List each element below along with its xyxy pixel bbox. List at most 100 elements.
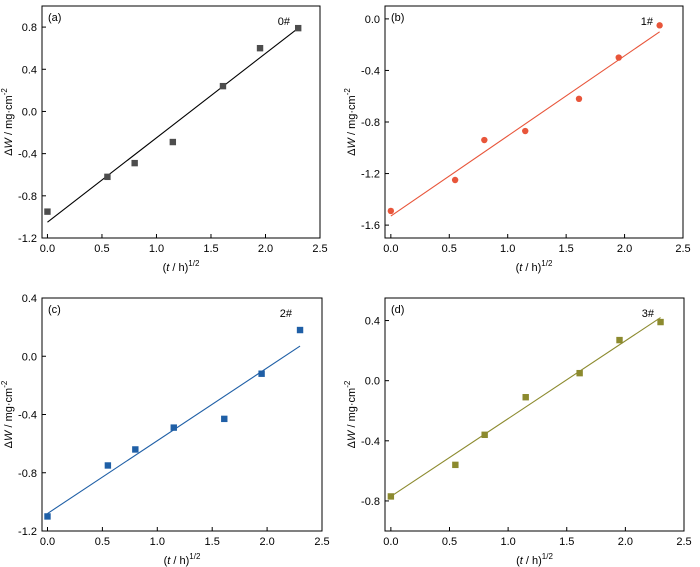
data-point	[452, 461, 459, 469]
fit-line	[390, 317, 661, 497]
x-tick-label: 1.0	[500, 536, 515, 548]
y-tick-label: -0.4	[361, 65, 380, 77]
chart-panel-2: 0.0 0.5 1.0 1.5 2.0 2.5 -1.6 -1.2 -0.8 -0.4 0.0 (t …	[343, 5, 691, 274]
plot-frame	[41, 297, 323, 532]
y-tick-label: -0.4	[18, 410, 37, 422]
data-point	[258, 370, 265, 377]
x-tick-label: 0.0	[383, 536, 398, 548]
x-tick-label: 2.0	[617, 243, 632, 255]
x-axis-label: (t / h)1/2	[164, 552, 201, 567]
x-tick-label: 0.5	[442, 536, 457, 548]
plot-frame	[384, 5, 684, 239]
panel-label: (b)	[391, 12, 404, 24]
x-tick-label: 0.5	[95, 536, 110, 548]
y-tick-label: -0.8	[361, 496, 380, 508]
chart-panel-1: 0.0 0.5 1.0 1.5 2.0 2.5 -1.2 -0.8 -0.4 0.0 0.4 0.8 (…	[0, 5, 328, 274]
y-tick-label: 0.4	[365, 316, 380, 328]
x-axis-label: (t / h)1/2	[163, 259, 200, 274]
x-tick-label: 2.5	[312, 243, 327, 255]
y-tick-label: -0.4	[361, 436, 380, 448]
x-tick-label: 2.5	[676, 536, 691, 548]
x-tick-label: 2.5	[675, 243, 690, 255]
data-point	[169, 138, 177, 146]
x-tick-label: 1.0	[149, 243, 164, 255]
plot-frame	[41, 5, 321, 239]
panel-label: (c)	[48, 304, 61, 316]
x-axis-label: (t / h)1/2	[516, 552, 553, 567]
y-tick-label: 0.0	[365, 376, 380, 388]
data-point	[294, 24, 302, 32]
y-tick-label: -1.6	[361, 220, 380, 232]
data-point	[132, 446, 139, 453]
data-point	[104, 173, 111, 181]
fit-line	[47, 27, 299, 223]
y-tick-label: 0.0	[365, 14, 380, 26]
data-point	[481, 431, 488, 438]
y-tick-label: -1.2	[18, 526, 37, 538]
x-tick-label: 1.0	[500, 243, 515, 255]
x-tick-label: 1.0	[150, 536, 165, 548]
chart-panel-4: 0.0 0.5 1.0 1.5 2.0 2.5 -0.8 -0.4 0.0 0.4 (t / h)1…	[343, 297, 692, 567]
data-point	[656, 22, 663, 29]
panel-label: (d)	[391, 304, 404, 316]
data-point	[387, 207, 395, 215]
data-point	[296, 326, 304, 334]
sample-label: 1#	[641, 16, 654, 28]
x-tick-label: 0.5	[442, 243, 457, 255]
x-tick-label: 2.0	[258, 243, 273, 255]
y-axis-label: ΔW / mg·cm-2	[343, 380, 358, 448]
data-point	[576, 369, 583, 377]
y-tick-label: 0.0	[22, 106, 37, 118]
data-point	[615, 54, 622, 61]
data-point	[575, 95, 583, 103]
sample-label: 0#	[278, 16, 291, 28]
y-tick-label: 0.4	[22, 293, 37, 305]
data-point	[616, 336, 623, 344]
data-point	[44, 208, 51, 215]
data-point	[522, 127, 529, 135]
sample-label: 2#	[280, 308, 293, 320]
x-tick-label: 0.0	[40, 536, 55, 548]
y-tick-label: -0.8	[18, 191, 37, 203]
y-tick-label: -1.2	[18, 233, 37, 245]
x-tick-label: 1.5	[205, 536, 220, 548]
x-tick-label: 2.0	[618, 536, 633, 548]
y-axis-label: ΔW / mg·cm-2	[0, 380, 15, 448]
x-tick-label: 0.5	[94, 243, 109, 255]
x-tick-label: 0.0	[40, 243, 55, 255]
data-point	[44, 513, 51, 520]
x-axis-label: (t / h)1/2	[516, 259, 553, 274]
data-point	[522, 394, 529, 401]
data-point	[387, 493, 395, 500]
x-tick-label: 1.5	[558, 243, 573, 255]
y-tick-label: -0.4	[18, 149, 37, 161]
data-point	[104, 462, 112, 469]
x-tick-label: 1.5	[559, 536, 574, 548]
x-tick-label: 2.5	[314, 536, 329, 548]
sample-label: 3#	[642, 308, 655, 320]
y-tick-label: 0.0	[22, 351, 37, 363]
plot-frame	[384, 297, 685, 532]
y-tick-label: -1.2	[361, 169, 380, 181]
data-point	[481, 136, 488, 144]
x-tick-label: 1.5	[203, 243, 218, 255]
data-point	[256, 44, 264, 52]
y-tick-label: 0.8	[22, 22, 37, 34]
fit-line	[390, 31, 660, 217]
chart-panel-3: 0.0 0.5 1.0 1.5 2.0 2.5 -1.2 -0.8 -0.4 0.0 0.4 (t /…	[0, 293, 330, 567]
y-tick-label: -0.8	[18, 468, 37, 480]
y-axis-label: ΔW / mg·cm-2	[343, 88, 358, 156]
data-point	[221, 415, 228, 423]
panel-label: (a)	[48, 12, 61, 24]
x-tick-label: 2.0	[259, 536, 274, 548]
y-axis-label: ΔW / mg·cm-2	[0, 88, 15, 156]
data-point	[657, 318, 664, 326]
data-point	[170, 424, 177, 431]
y-tick-label: 0.4	[22, 64, 37, 76]
x-tick-label: 0.0	[383, 243, 398, 255]
data-point	[131, 159, 138, 167]
data-point	[451, 176, 459, 184]
y-tick-label: -0.8	[361, 117, 380, 129]
data-point	[219, 82, 227, 90]
